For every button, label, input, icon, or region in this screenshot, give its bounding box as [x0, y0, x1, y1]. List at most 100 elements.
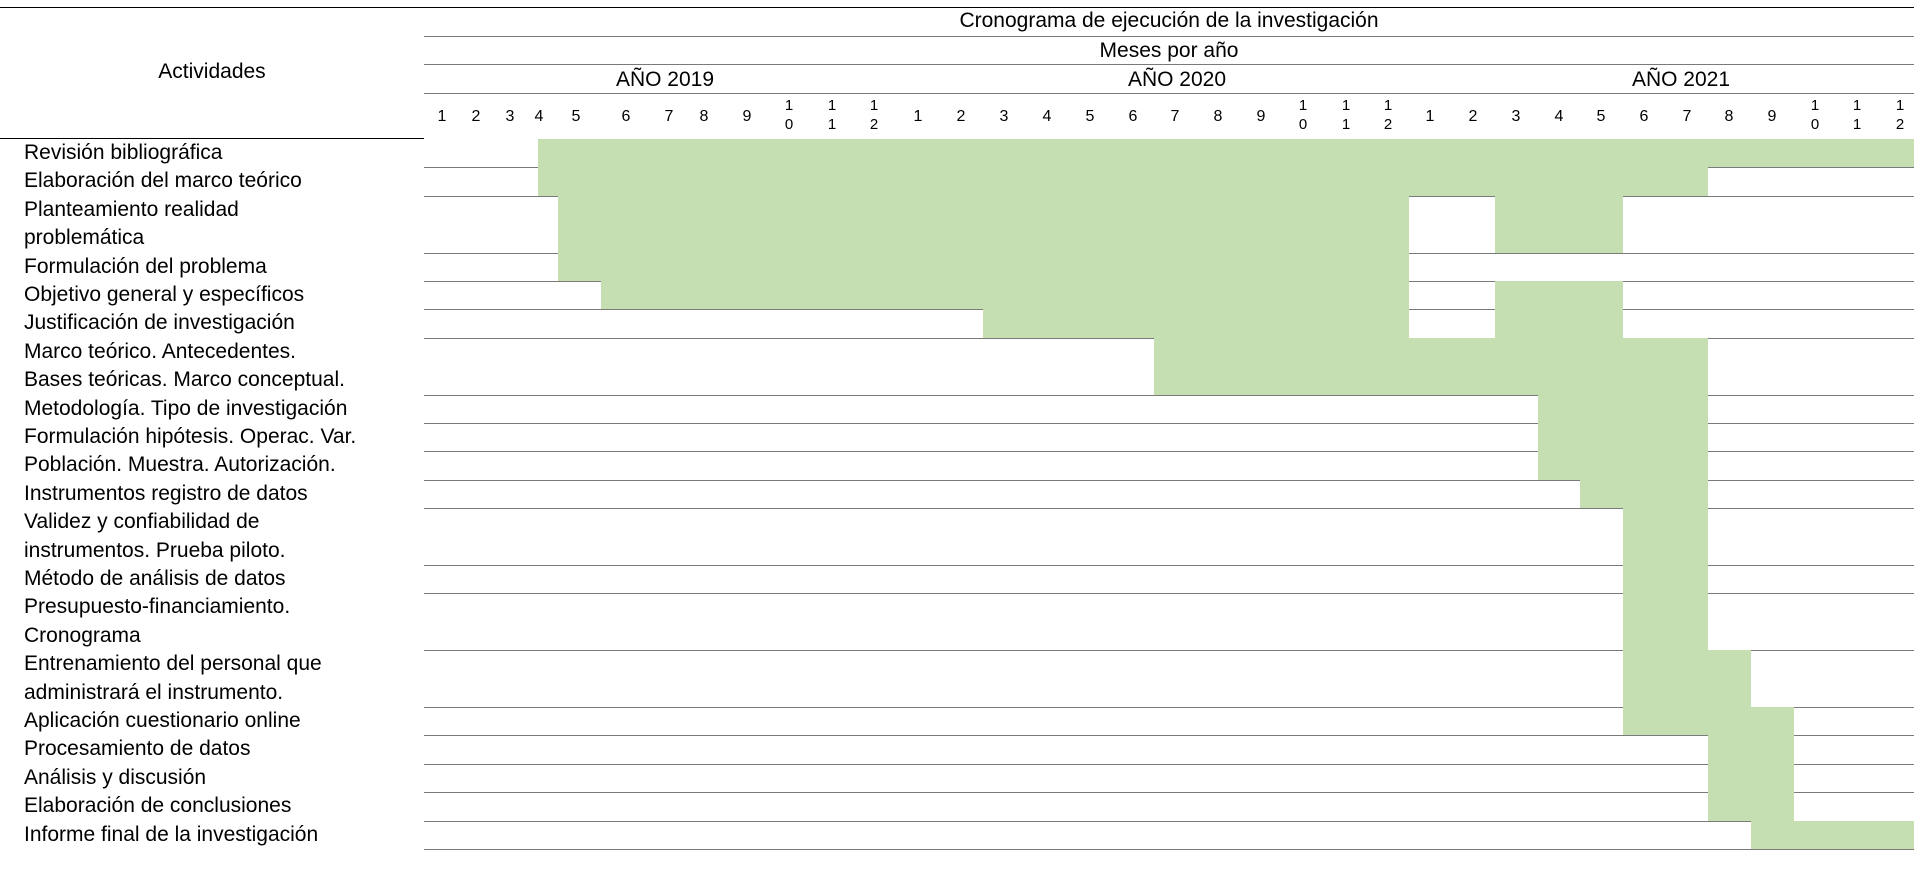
- month-label: 6: [621, 108, 631, 125]
- month-label: 4: [1554, 108, 1564, 125]
- activity-label: Planteamiento realidad: [24, 197, 239, 221]
- activity-bar: [1622, 707, 1794, 736]
- activity-label: Cronograma: [24, 623, 141, 647]
- month-label: 1: [913, 108, 923, 125]
- month-label: 6: [1128, 108, 1138, 125]
- year-2021-header: AÑO 2021: [1631, 68, 1731, 91]
- row-divider: [424, 763, 1914, 765]
- activity-bar: [1154, 337, 1708, 395]
- row-divider: [424, 565, 1914, 566]
- row-divider: [424, 820, 1914, 822]
- month-label: 3: [505, 108, 515, 125]
- activity-label: Revisión bibliográfica: [24, 141, 223, 164]
- activity-label: Justificación de investigación: [24, 311, 295, 335]
- month-label: 5: [571, 108, 581, 125]
- activity-bar: [537, 167, 1708, 196]
- month-label: 8: [699, 108, 709, 125]
- activity-bar: [1622, 508, 1708, 565]
- row-divider: [424, 849, 1914, 850]
- activity-bar: [1708, 735, 1794, 764]
- activity-label: Entrenamiento del personal que: [24, 652, 322, 676]
- row-divider: [424, 423, 1914, 424]
- month-label: 9: [1767, 108, 1777, 125]
- month-label: 4: [534, 108, 544, 125]
- activity-bar: [1537, 451, 1708, 480]
- row-divider: [424, 479, 1914, 481]
- month-label: 7: [1170, 108, 1180, 125]
- month-label: 9: [1256, 108, 1266, 125]
- activity-label: Informe final de la investigación: [24, 822, 319, 846]
- year-2019-header: AÑO 2019: [615, 68, 715, 91]
- activity-label: Metodología. Tipo de investigación: [24, 396, 348, 420]
- activity-label: problemática: [24, 226, 145, 250]
- month-label: 6: [1639, 108, 1649, 125]
- activity-label: Método de análisis de datos: [24, 567, 286, 590]
- month-label: 2: [471, 108, 481, 125]
- year-rule: [424, 93, 1914, 94]
- month-label: 7: [1682, 108, 1692, 125]
- activity-label: Formulación del problema: [24, 254, 267, 278]
- activity-bar: [1750, 820, 1914, 849]
- activity-label: Bases teóricas. Marco conceptual.: [24, 368, 345, 392]
- activities-header-rule: [0, 138, 424, 139]
- activity-label: Instrumentos registro de datos: [24, 481, 308, 505]
- activity-label: Validez y confiabilidad de: [24, 510, 260, 534]
- activity-label: Procesamiento de datos: [24, 737, 251, 761]
- row-divider: [424, 650, 1914, 652]
- activity-bar: [1537, 394, 1708, 423]
- activity-bar: [1494, 195, 1623, 253]
- activity-label: Elaboración de conclusiones: [24, 794, 292, 818]
- activity-bar: [1622, 593, 1708, 651]
- activity-bar: [601, 281, 1409, 310]
- activity-bar: [1580, 479, 1708, 509]
- activity-bar: [1494, 281, 1623, 310]
- activity-bar: [557, 195, 1409, 253]
- month-label: 1: [1425, 108, 1435, 125]
- row-divider: [424, 508, 1914, 510]
- activity-label: Análisis y discusión: [24, 765, 207, 789]
- activity-bar: [1708, 763, 1794, 793]
- row-divider: [424, 735, 1914, 737]
- activity-label: Objetivo general y específicos: [24, 283, 305, 306]
- schedule-title: Cronograma de ejecución de la investigac…: [959, 9, 1379, 32]
- activity-bar: [1708, 792, 1794, 821]
- activity-bar: [1537, 423, 1708, 452]
- months-per-year-label: Meses por año: [1099, 39, 1239, 62]
- month-label: 3: [999, 108, 1009, 125]
- month-label: 4: [1042, 108, 1052, 125]
- activity-label: Elaboración del marco teórico: [24, 169, 302, 193]
- month-label: 7: [664, 108, 674, 125]
- year-2020-header: AÑO 2020: [1127, 68, 1227, 91]
- activity-label: Presupuesto-financiamiento.: [24, 595, 291, 619]
- month-label: 3: [1511, 108, 1521, 125]
- row-divider: [424, 707, 1914, 708]
- activities-header: Actividades: [158, 60, 266, 83]
- title-rule: [424, 36, 1914, 37]
- activity-label: Aplicación cuestionario online: [24, 709, 301, 732]
- activity-label: Población. Muestra. Autorización.: [24, 453, 336, 477]
- row-divider: [424, 451, 1914, 453]
- row-divider: [424, 394, 1914, 396]
- activity-bar: [557, 252, 1409, 281]
- activity-label: Marco teórico. Antecedentes.: [24, 339, 296, 363]
- month-label: 5: [1085, 108, 1095, 125]
- row-divider: [424, 593, 1914, 595]
- subtitle-rule: [424, 64, 1914, 65]
- month-label: 9: [742, 108, 752, 125]
- month-label: 5: [1596, 108, 1606, 125]
- activity-bar: [1622, 650, 1751, 707]
- month-label: 1: [437, 108, 447, 125]
- activity-label: instrumentos. Prueba piloto.: [24, 538, 286, 562]
- month-label: 2: [1468, 108, 1478, 125]
- activity-label: Formulación hipótesis. Operac. Var.: [24, 425, 357, 448]
- month-label: 8: [1213, 108, 1223, 125]
- activity-bar: [1622, 565, 1708, 594]
